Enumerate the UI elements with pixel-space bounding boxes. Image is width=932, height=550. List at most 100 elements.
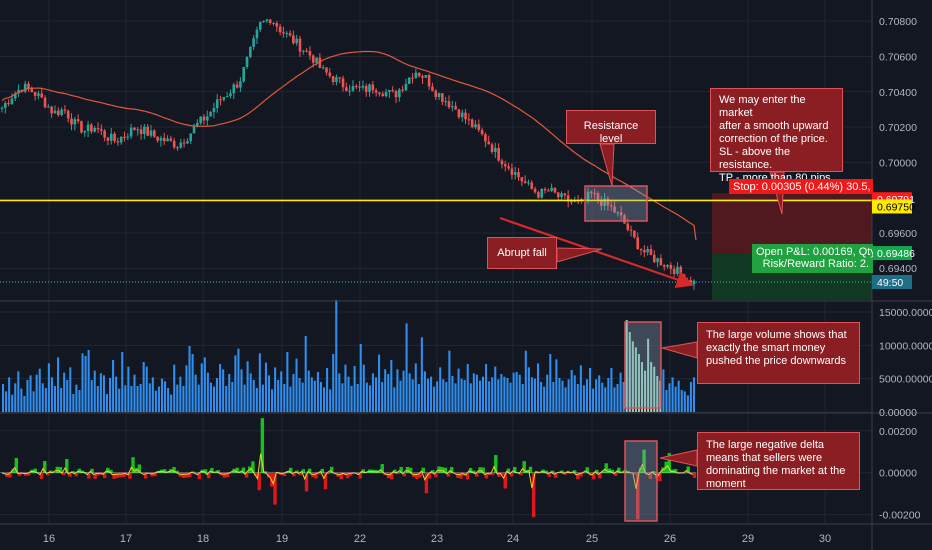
delta-bar[interactable] [175,470,179,474]
delta-bar[interactable] [317,472,321,475]
volume-bar[interactable] [90,380,93,412]
volume-bar[interactable] [631,341,634,412]
volume-bar[interactable] [533,378,537,412]
candle-body[interactable] [272,22,275,24]
candle-body[interactable] [520,177,524,182]
volume-bar[interactable] [160,378,164,412]
volume-bar[interactable] [387,374,390,412]
price-pane[interactable] [0,18,872,290]
volume-bar[interactable] [338,373,341,412]
volume-bar[interactable] [540,382,543,412]
volume-bar[interactable] [411,379,414,412]
delta-bar[interactable] [77,468,82,474]
volume-bar[interactable] [524,350,527,412]
volume-bar[interactable] [665,390,668,412]
candle-body[interactable] [40,93,44,98]
volume-bar[interactable] [430,376,433,412]
delta-bar[interactable] [27,472,31,476]
volume-bar[interactable] [576,384,579,412]
volume-bar[interactable] [530,377,533,412]
volume-bar[interactable] [63,372,66,412]
volume-bar[interactable] [601,382,604,412]
candle-body[interactable] [636,237,640,249]
volume-bar[interactable] [417,384,420,412]
volume-bar[interactable] [543,386,546,412]
volume-bar[interactable] [390,360,393,412]
delta-bar[interactable] [648,472,653,479]
volume-bar[interactable] [582,385,585,412]
candle-body[interactable] [523,181,527,183]
delta-bar[interactable] [11,469,15,474]
candle-body[interactable] [308,51,312,56]
candle-body[interactable] [205,116,209,121]
candle-body[interactable] [341,78,345,88]
candle-body[interactable] [669,264,673,269]
candle-body[interactable] [162,137,166,142]
candle-body[interactable] [540,188,543,198]
delta-bar[interactable] [607,468,612,474]
delta-bar[interactable] [301,469,306,474]
candle-body[interactable] [50,106,53,114]
volume-bar[interactable] [613,387,616,412]
delta-bar[interactable] [604,463,608,474]
volume-bar[interactable] [310,377,313,412]
delta-bar[interactable] [121,472,126,478]
delta-bar[interactable] [304,472,309,492]
volume-bar[interactable] [460,378,463,412]
candle-body[interactable] [129,127,133,137]
volume-bar[interactable] [179,376,182,412]
candle-body[interactable] [527,182,530,184]
delta-bar[interactable] [295,470,299,474]
candle-body[interactable] [616,212,620,214]
candle-body[interactable] [143,126,146,134]
delta-bar[interactable] [456,472,460,478]
candle-body[interactable] [530,182,534,189]
volume-bar[interactable] [567,379,570,412]
volume-bar[interactable] [264,362,267,412]
candle-body[interactable] [394,91,398,98]
candle-body[interactable] [348,90,351,92]
volume-bar[interactable] [72,394,75,412]
volume-bar[interactable] [616,384,619,412]
candle-body[interactable] [202,116,206,121]
volume-bar[interactable] [368,385,371,412]
volume-bar[interactable] [32,391,35,412]
candle-body[interactable] [43,97,47,108]
delta-bar[interactable] [563,472,567,475]
candle-body[interactable] [477,124,481,131]
candle-body[interactable] [113,133,116,142]
delta-bar[interactable] [582,472,586,474]
volume-bar[interactable] [20,388,23,412]
candle-body[interactable] [328,72,332,77]
candle-body[interactable] [136,129,140,131]
volume-bar[interactable] [87,350,90,412]
delta-bar[interactable] [475,472,479,477]
volume-bar[interactable] [75,384,78,412]
candle-body[interactable] [464,112,467,120]
delta-bar[interactable] [509,472,514,477]
volume-bar[interactable] [353,366,356,412]
delta-bar[interactable] [339,472,343,480]
volume-bar[interactable] [347,376,350,412]
volume-bar[interactable] [457,368,460,412]
volume-bar[interactable] [488,381,491,412]
candle-body[interactable] [629,229,633,231]
candle-body[interactable] [454,106,457,110]
candle-body[interactable] [268,19,272,23]
candle-body[interactable] [560,193,563,198]
candle-body[interactable] [666,264,669,267]
volume-bar[interactable] [316,372,319,412]
candle-body[interactable] [212,108,216,112]
candle-body[interactable] [275,23,279,27]
delta-bar[interactable] [292,472,296,477]
candle-body[interactable] [17,89,20,94]
delta-bar[interactable] [184,472,189,478]
delta-bar[interactable] [118,472,123,478]
volume-bar[interactable] [26,380,29,412]
volume-bar[interactable] [640,362,644,412]
volume-bar[interactable] [356,384,359,412]
delta-bar[interactable] [528,466,533,474]
candle-body[interactable] [646,249,649,253]
candle-body[interactable] [411,77,414,79]
candle-body[interactable] [351,85,355,91]
